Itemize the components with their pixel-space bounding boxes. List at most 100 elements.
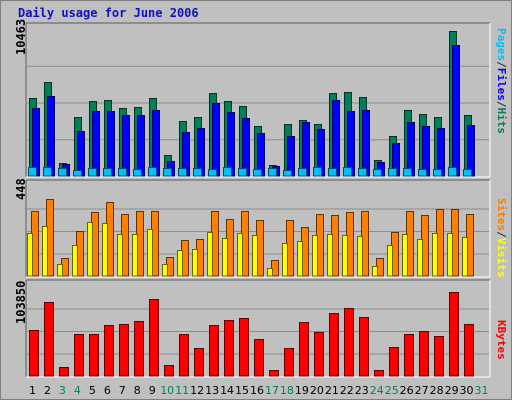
bar-pages-day-19 (298, 168, 307, 177)
legend-files: Files (495, 67, 508, 101)
bar-files-day-8 (137, 115, 145, 177)
bar-pages-day-10 (163, 168, 172, 177)
x-tick-label: 24 (370, 384, 384, 397)
bar-visits-day-23 (357, 236, 363, 277)
bar-pages-day-6 (103, 168, 112, 177)
bar-visits-day-26 (402, 234, 408, 277)
bar-files-day-5 (92, 111, 100, 177)
x-tick-label: 4 (74, 384, 81, 397)
kbytes-max-label: 103850 (14, 280, 28, 324)
bar-pages-day-8 (133, 169, 142, 177)
bar-visits-day-8 (132, 234, 138, 277)
bar-kbytes-day-22 (344, 308, 354, 377)
bar-kbytes-day-4 (74, 334, 84, 377)
sites-max-label: 448 (14, 178, 28, 200)
bar-pages-day-15 (238, 168, 247, 177)
bar-visits-day-22 (342, 235, 348, 277)
bar-pages-day-26 (403, 168, 412, 177)
bar-kbytes-day-14 (224, 320, 234, 377)
bar-visits-day-9 (147, 229, 153, 277)
bar-kbytes-day-17 (269, 370, 279, 377)
x-tick-label: 18 (280, 384, 294, 397)
bar-files-day-9 (152, 110, 160, 177)
bar-kbytes-day-9 (149, 299, 159, 377)
bar-kbytes-day-11 (179, 334, 189, 377)
bar-kbytes-day-5 (89, 334, 99, 377)
x-tick-label: 9 (149, 384, 156, 397)
bar-kbytes-day-3 (59, 367, 69, 377)
bar-kbytes-day-8 (134, 321, 144, 377)
x-tick-label: 31 (475, 384, 489, 397)
bar-kbytes-day-2 (44, 302, 54, 377)
x-tick-label: 8 (134, 384, 141, 397)
bar-kbytes-day-27 (419, 331, 429, 377)
bar-pages-day-21 (328, 168, 337, 177)
bar-visits-day-20 (312, 235, 318, 277)
bar-kbytes-day-18 (284, 348, 294, 377)
x-tick-label: 16 (250, 384, 264, 397)
bar-visits-day-19 (297, 241, 303, 277)
x-tick-label: 17 (265, 384, 279, 397)
bar-files-day-2 (47, 96, 55, 177)
x-tick-label: 6 (104, 384, 111, 397)
kbytes-legend: KBytes (495, 320, 508, 360)
chart-title: Daily usage for June 2006 (18, 6, 199, 20)
bar-pages-day-16 (253, 169, 262, 177)
legend-pages: Pages (495, 28, 508, 62)
bar-pages-day-14 (223, 167, 232, 177)
bar-files-day-26 (407, 122, 415, 177)
bar-visits-day-3 (57, 264, 63, 277)
bar-kbytes-day-29 (449, 292, 459, 377)
bar-kbytes-day-19 (299, 322, 309, 377)
bar-visits-day-17 (267, 268, 273, 277)
x-tick-label: 25 (385, 384, 399, 397)
bar-pages-day-29 (448, 167, 457, 177)
bar-files-day-6 (107, 111, 115, 177)
bar-files-day-23 (362, 110, 370, 177)
x-tick-label: 1 (29, 384, 36, 397)
bar-kbytes-day-13 (209, 325, 219, 377)
bar-pages-day-24 (373, 169, 382, 177)
x-tick-label: 30 (460, 384, 474, 397)
bar-kbytes-day-6 (104, 325, 114, 377)
bar-kbytes-day-23 (359, 317, 369, 377)
bar-kbytes-day-12 (194, 348, 204, 377)
x-tick-label: 11 (175, 384, 189, 397)
bar-kbytes-day-26 (404, 334, 414, 377)
bar-visits-day-25 (387, 245, 393, 277)
bar-visits-day-30 (462, 237, 468, 277)
bar-kbytes-day-24 (374, 370, 384, 377)
legend-visits: Visits (495, 237, 508, 278)
x-tick-label: 13 (205, 384, 219, 397)
bar-pages-day-1 (28, 167, 37, 177)
x-tick-label: 3 (59, 384, 66, 397)
x-tick-label: 5 (89, 384, 96, 397)
bar-visits-day-27 (417, 239, 423, 277)
x-tick-label: 2 (44, 384, 51, 397)
bar-kbytes-day-1 (29, 330, 39, 377)
x-tick-label: 23 (355, 384, 369, 397)
x-tick-label: 10 (160, 384, 174, 397)
bar-files-day-27 (422, 126, 430, 177)
bar-pages-day-23 (358, 168, 367, 177)
bar-files-day-13 (212, 103, 220, 177)
bar-files-day-29 (452, 45, 460, 177)
bar-pages-day-12 (193, 168, 202, 177)
bar-files-day-22 (347, 111, 355, 177)
bar-visits-day-29 (447, 233, 453, 277)
x-tick-label: 26 (400, 384, 414, 397)
x-tick-label: 14 (220, 384, 234, 397)
bar-kbytes-day-10 (164, 365, 174, 377)
bar-pages-day-4 (73, 170, 82, 177)
x-tick-label: 20 (310, 384, 324, 397)
bar-files-day-15 (242, 118, 250, 177)
bar-visits-day-5 (87, 222, 93, 277)
legend-kbytes: KBytes (495, 320, 508, 360)
bar-visits-day-28 (432, 233, 438, 277)
bar-kbytes-day-28 (434, 336, 444, 377)
bar-kbytes-day-7 (119, 324, 129, 377)
legend-sites: Sites (495, 198, 508, 232)
bar-pages-day-30 (463, 169, 472, 177)
bar-visits-day-18 (282, 243, 288, 277)
